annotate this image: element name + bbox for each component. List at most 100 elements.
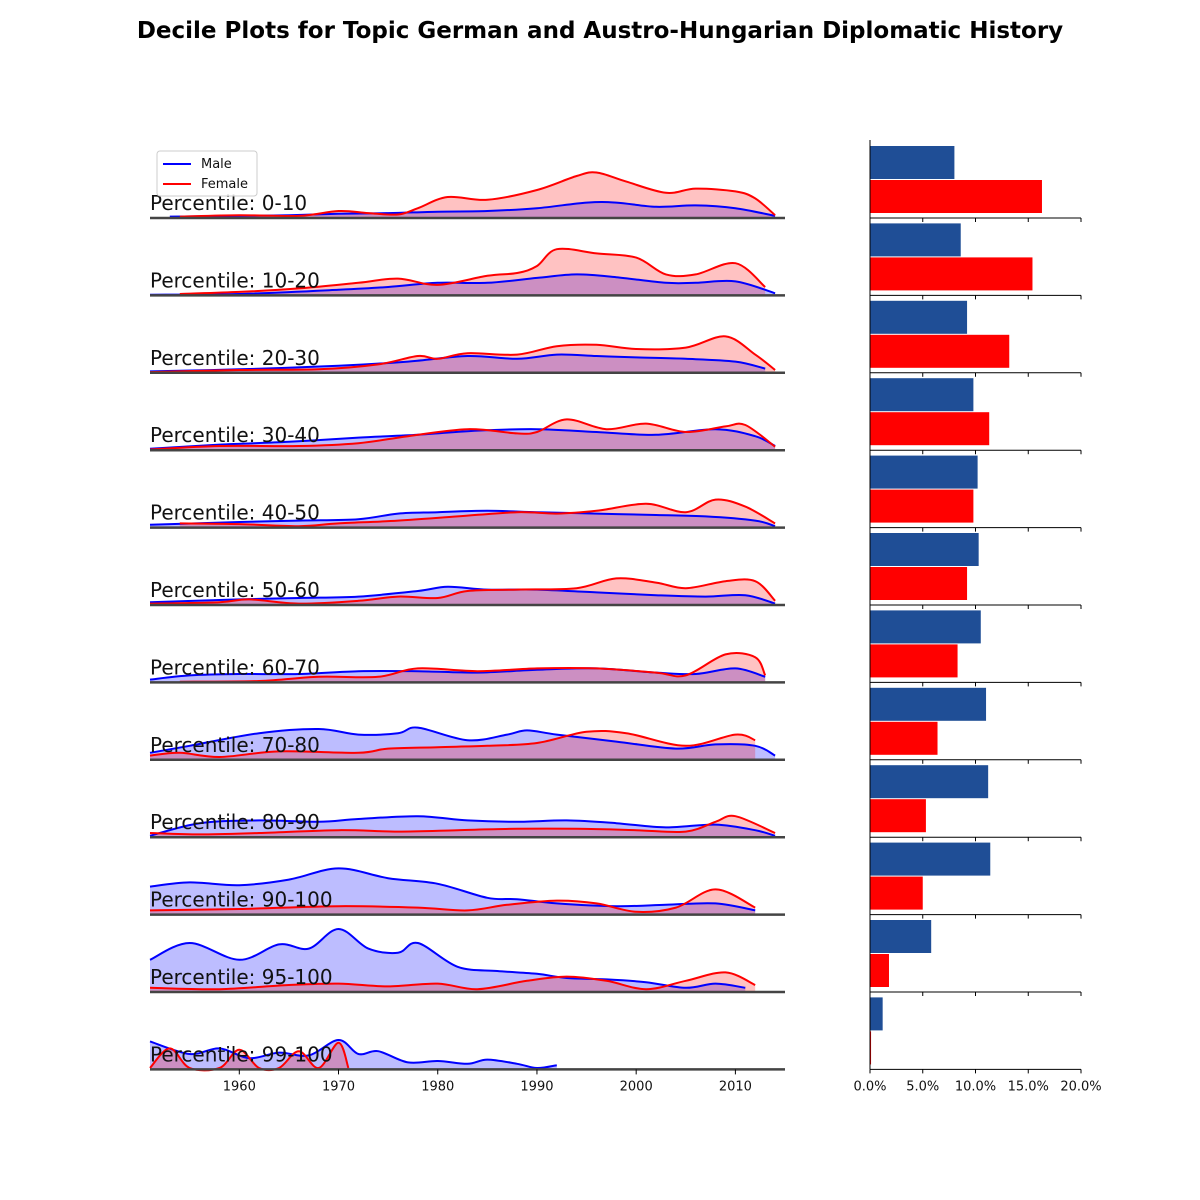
male-line bbox=[149, 927, 746, 989]
panel-9: Percentile: 90-100 bbox=[149, 836, 1082, 919]
male-line bbox=[149, 273, 776, 296]
x-tick-label: 1960 bbox=[223, 1079, 256, 1094]
female-line bbox=[179, 247, 766, 295]
male-bar bbox=[870, 455, 978, 489]
bar-tick-label: 10.0% bbox=[955, 1079, 996, 1094]
x-tick-label: 2010 bbox=[719, 1079, 752, 1094]
male-bar bbox=[870, 842, 991, 876]
panel-5: Percentile: 50-60 bbox=[149, 527, 1082, 609]
male-line bbox=[149, 815, 776, 837]
male-bar bbox=[870, 997, 883, 1031]
female-line bbox=[179, 498, 776, 528]
male-bar bbox=[870, 300, 968, 334]
male-line bbox=[149, 726, 776, 757]
legend-label: Female bbox=[201, 177, 248, 192]
male-area bbox=[150, 274, 776, 296]
female-area bbox=[150, 419, 776, 451]
male-area bbox=[150, 929, 746, 992]
female-area bbox=[150, 578, 776, 605]
female-bar bbox=[870, 954, 889, 987]
x-tick-label: 1980 bbox=[421, 1079, 454, 1094]
panel-1: Percentile: 10-20 bbox=[149, 217, 1082, 300]
female-area bbox=[179, 248, 766, 296]
panel-10: Percentile: 95-100 bbox=[149, 914, 1082, 996]
female-bar bbox=[870, 412, 990, 446]
female-bar bbox=[870, 257, 1033, 291]
panel-3: Percentile: 30-40 bbox=[149, 372, 1082, 455]
panel-label: Percentile: 99-100 bbox=[150, 1042, 333, 1066]
male-line bbox=[149, 353, 766, 373]
female-line bbox=[179, 652, 767, 683]
female-bar bbox=[870, 799, 926, 833]
male-bar bbox=[870, 146, 955, 179]
male-bar bbox=[870, 378, 974, 412]
female-line bbox=[179, 171, 776, 218]
male-line bbox=[149, 867, 756, 912]
male-bar bbox=[870, 920, 932, 953]
legend-label: Male bbox=[201, 157, 232, 172]
panel-7: Percentile: 70-80 bbox=[149, 681, 1082, 764]
male-area bbox=[150, 868, 756, 915]
panel-label: Percentile: 95-100 bbox=[150, 965, 333, 989]
bar-tick-label: 5.0% bbox=[906, 1079, 939, 1094]
female-bar bbox=[870, 876, 923, 910]
female-area bbox=[179, 172, 776, 218]
male-area bbox=[150, 586, 776, 605]
panel-4: Percentile: 40-50 bbox=[149, 449, 1082, 532]
female-bar bbox=[870, 334, 1010, 368]
female-area bbox=[150, 972, 756, 992]
female-bar bbox=[870, 489, 974, 523]
panel-label: Percentile: 60-70 bbox=[150, 655, 320, 679]
male-area bbox=[150, 668, 766, 683]
female-line bbox=[149, 1041, 350, 1072]
panel-label: Percentile: 10-20 bbox=[150, 268, 320, 292]
panel-11: Percentile: 99-100 bbox=[149, 991, 1082, 1074]
female-line bbox=[149, 814, 776, 836]
male-line bbox=[149, 667, 766, 681]
female-bar bbox=[870, 567, 968, 600]
male-line bbox=[149, 428, 776, 450]
panel-label: Percentile: 90-100 bbox=[150, 888, 333, 912]
panel-6: Percentile: 60-70 bbox=[149, 604, 1082, 687]
male-bar bbox=[870, 687, 987, 721]
female-line bbox=[149, 418, 776, 451]
male-bar bbox=[870, 533, 979, 566]
panel-0: Percentile: 0-10 bbox=[150, 140, 1082, 222]
panel-label: Percentile: 80-90 bbox=[150, 810, 320, 834]
female-bar bbox=[870, 644, 958, 678]
male-area bbox=[150, 354, 766, 373]
female-bar bbox=[870, 1031, 872, 1065]
female-area bbox=[150, 889, 756, 915]
female-line bbox=[149, 577, 776, 605]
female-line bbox=[149, 335, 776, 374]
panel-8: Percentile: 80-90 bbox=[149, 759, 1082, 842]
female-line bbox=[149, 729, 756, 759]
x-tick-label: 2000 bbox=[620, 1079, 653, 1094]
x-tick-label: 1970 bbox=[322, 1079, 355, 1094]
panel-label: Percentile: 70-80 bbox=[150, 733, 320, 757]
panel-label: Percentile: 40-50 bbox=[150, 501, 320, 525]
female-line bbox=[149, 971, 756, 991]
panel-label: Percentile: 20-30 bbox=[150, 346, 320, 370]
female-area bbox=[150, 1042, 349, 1071]
panel-label: Percentile: 30-40 bbox=[150, 423, 320, 447]
male-area bbox=[169, 201, 776, 218]
female-bar bbox=[870, 721, 938, 755]
panel-2: Percentile: 20-30 bbox=[149, 294, 1082, 377]
chart-title: Decile Plots for Topic German and Austro… bbox=[136, 18, 1064, 44]
bar-tick-label: 0.0% bbox=[853, 1079, 886, 1094]
x-tick-label: 1990 bbox=[520, 1079, 553, 1094]
bar-tick-label: 15.0% bbox=[1008, 1079, 1049, 1094]
female-area bbox=[179, 653, 766, 683]
male-bar bbox=[870, 765, 989, 799]
panel-label: Percentile: 50-60 bbox=[150, 578, 320, 602]
male-bar bbox=[870, 610, 981, 644]
male-line bbox=[149, 509, 776, 528]
female-line bbox=[149, 888, 756, 913]
male-bar bbox=[870, 223, 961, 257]
legend: Male Female bbox=[156, 150, 258, 197]
bar-tick-label: 20.0% bbox=[1060, 1079, 1101, 1094]
female-area bbox=[150, 730, 756, 760]
female-bar bbox=[870, 180, 1042, 213]
